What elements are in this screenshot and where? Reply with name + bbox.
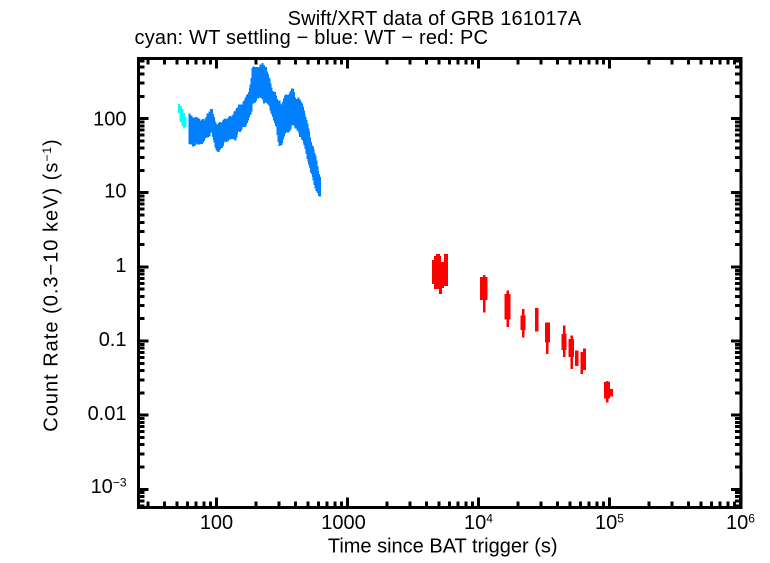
svg-text:1000: 1000 bbox=[321, 512, 366, 534]
svg-text:Swift/XRT data of GRB 161017A: Swift/XRT data of GRB 161017A bbox=[288, 8, 582, 30]
svg-text:105: 105 bbox=[595, 512, 624, 535]
svg-text:Count Rate (0.3−10 keV) (s−1): Count Rate (0.3−10 keV) (s−1) bbox=[40, 138, 63, 431]
svg-text:100: 100 bbox=[93, 109, 126, 131]
svg-text:1: 1 bbox=[115, 255, 126, 277]
svg-text:cyan: WT settling − blue: WT −: cyan: WT settling − blue: WT − red: PC bbox=[135, 27, 489, 49]
svg-text:Time since BAT trigger (s): Time since BAT trigger (s) bbox=[328, 535, 558, 557]
svg-text:0.01: 0.01 bbox=[88, 403, 127, 425]
svg-text:104: 104 bbox=[464, 512, 493, 535]
svg-text:100: 100 bbox=[200, 512, 233, 534]
svg-text:0.1: 0.1 bbox=[99, 329, 127, 351]
svg-text:106: 106 bbox=[726, 512, 755, 535]
svg-text:10: 10 bbox=[104, 181, 126, 203]
